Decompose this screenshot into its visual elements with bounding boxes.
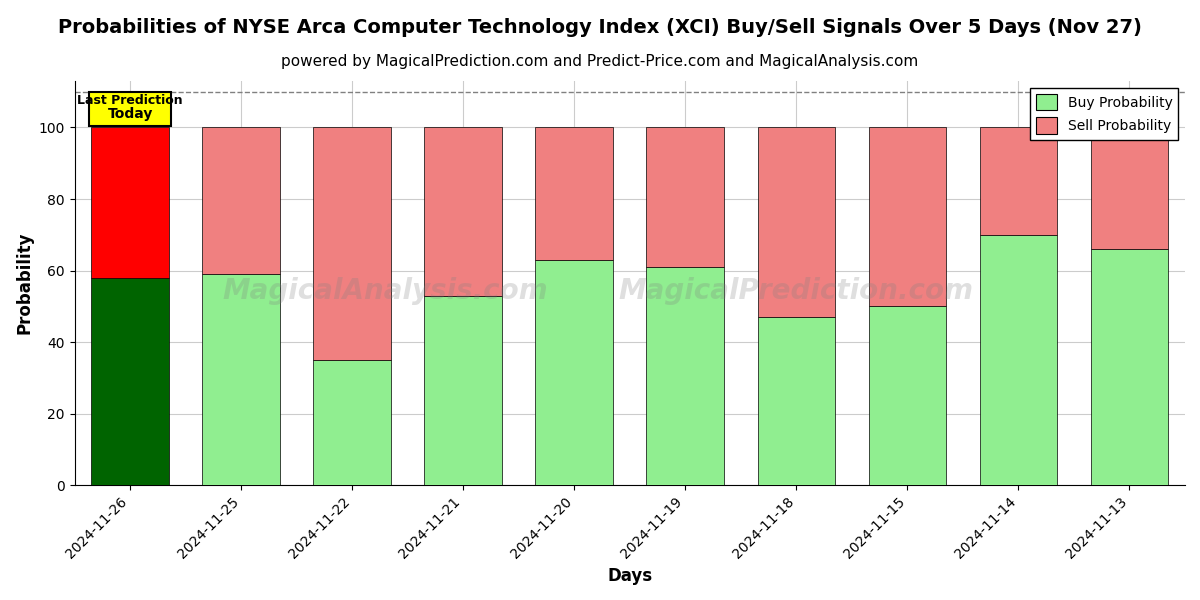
Bar xyxy=(979,127,1057,235)
Bar xyxy=(1091,127,1169,249)
Bar xyxy=(869,127,947,306)
Bar xyxy=(203,127,280,274)
Bar xyxy=(535,127,613,260)
Bar xyxy=(313,127,391,360)
FancyBboxPatch shape xyxy=(89,92,172,125)
Bar xyxy=(535,260,613,485)
Bar xyxy=(647,127,725,267)
Text: Last Prediction: Last Prediction xyxy=(77,94,182,107)
Bar xyxy=(91,127,169,278)
Bar xyxy=(757,127,835,317)
Bar xyxy=(757,317,835,485)
Bar xyxy=(869,306,947,485)
X-axis label: Days: Days xyxy=(607,567,653,585)
Bar xyxy=(647,267,725,485)
Bar xyxy=(203,274,280,485)
Bar xyxy=(1091,249,1169,485)
Bar xyxy=(91,278,169,485)
Bar xyxy=(979,235,1057,485)
Y-axis label: Probability: Probability xyxy=(16,232,34,334)
Bar xyxy=(425,296,502,485)
Text: Today: Today xyxy=(108,107,152,121)
Text: Probabilities of NYSE Arca Computer Technology Index (XCI) Buy/Sell Signals Over: Probabilities of NYSE Arca Computer Tech… xyxy=(58,18,1142,37)
Bar xyxy=(425,127,502,296)
Text: MagicalPrediction.com: MagicalPrediction.com xyxy=(619,277,974,305)
Bar xyxy=(313,360,391,485)
Legend: Buy Probability, Sell Probability: Buy Probability, Sell Probability xyxy=(1030,88,1178,140)
Text: powered by MagicalPrediction.com and Predict-Price.com and MagicalAnalysis.com: powered by MagicalPrediction.com and Pre… xyxy=(281,54,919,69)
Text: MagicalAnalysis.com: MagicalAnalysis.com xyxy=(223,277,548,305)
